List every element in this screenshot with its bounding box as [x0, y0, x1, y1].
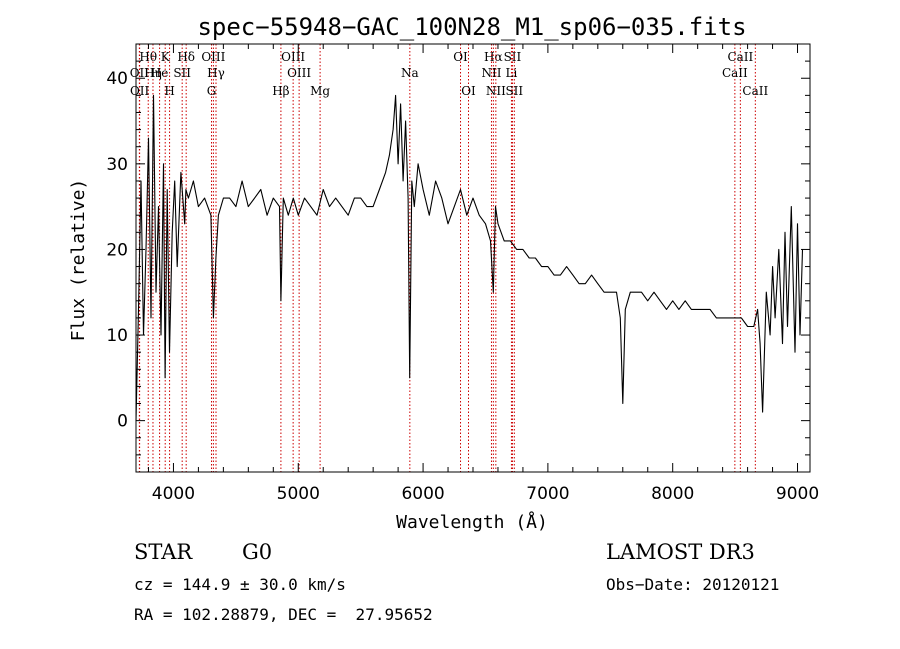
line-label-7: H — [164, 84, 174, 98]
line-label-17: OI — [453, 50, 468, 64]
line-label-23: Li — [506, 66, 518, 80]
y-tick-label-40: 40 — [106, 69, 128, 89]
line-label-4: He — [151, 66, 169, 80]
series-line-0 — [135, 94, 804, 421]
line-label-0: Hθ — [139, 50, 157, 64]
line-label-13: OIII — [287, 66, 311, 80]
x-tick-label-6000: 6000 — [401, 484, 444, 504]
obs-date: Obs−Date: 20120121 — [606, 575, 780, 594]
line-label-18: OI — [461, 84, 476, 98]
object-subclass: G0 — [242, 540, 273, 564]
line-label-15: Mg — [310, 84, 330, 98]
line-label-22: SII — [504, 50, 522, 64]
line-label-19: Hα — [484, 50, 503, 64]
line-label-9: OIII — [201, 50, 225, 64]
line-label-6: SII — [173, 66, 191, 80]
y-tick-label-0: 0 — [117, 412, 128, 432]
line-label-14: Hβ — [272, 84, 289, 98]
line-label-12: OIII — [281, 50, 305, 64]
y-tick-label-10: 10 — [106, 326, 128, 346]
line-label-25: CaII — [727, 50, 753, 64]
y-axis-label: Flux (relative) — [68, 179, 89, 342]
object-class: STAR — [134, 540, 193, 564]
line-label-8: Hδ — [177, 50, 195, 64]
line-label-11: G — [207, 84, 217, 98]
line-label-21: NII — [486, 84, 506, 98]
line-label-26: CaII — [722, 66, 748, 80]
line-label-16: Na — [401, 66, 419, 80]
x-tick-label-4000: 4000 — [152, 484, 195, 504]
line-label-3: OII — [130, 84, 150, 98]
x-tick-label-8000: 8000 — [651, 484, 694, 504]
x-tick-label-7000: 7000 — [526, 484, 569, 504]
line-label-2: Hη — [144, 66, 162, 80]
x-axis-label: Wavelength (Å) — [396, 511, 548, 533]
line-label-27: CaII — [742, 84, 768, 98]
redshift-cz: cz = 144.9 ± 30.0 km/s — [134, 575, 346, 594]
x-tick-label-9000: 9000 — [776, 484, 819, 504]
line-label-20: NII — [481, 66, 501, 80]
line-label-5: K — [161, 50, 171, 64]
y-tick-label-30: 30 — [106, 155, 128, 175]
plot-frame — [135, 43, 811, 473]
line-label-24: SII — [505, 84, 523, 98]
chart-title: spec−55948−GAC_100N28_M1_sp06−035.fits — [197, 13, 746, 41]
y-tick-label-20: 20 — [106, 240, 128, 260]
survey-name: LAMOST DR3 — [606, 540, 755, 564]
ra-dec: RA = 102.28879, DEC = 27.95652 — [134, 605, 433, 624]
x-tick-label-5000: 5000 — [277, 484, 320, 504]
line-label-10: Hγ — [207, 66, 225, 80]
